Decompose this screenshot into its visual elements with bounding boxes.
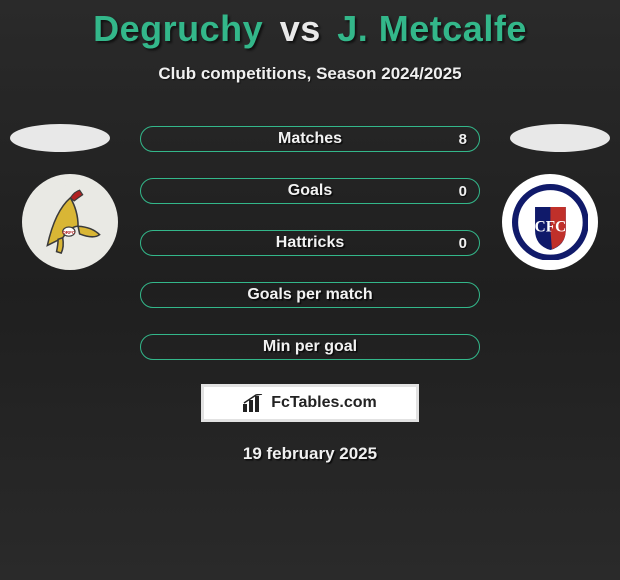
player1-placeholder-oval	[10, 124, 110, 152]
bars-icon	[243, 394, 265, 412]
svg-text:DRFC: DRFC	[62, 230, 75, 235]
watermark: FcTables.com	[201, 384, 419, 422]
stat-right-value: 8	[447, 131, 467, 148]
generated-date: 19 february 2025	[0, 444, 620, 464]
stat-right-value: 0	[447, 183, 467, 200]
stat-row-goals-per-match: Goals per match	[140, 282, 480, 308]
player1-club-badge: DRFC	[22, 174, 118, 270]
stat-label: Goals	[288, 182, 332, 200]
stat-row-matches: Matches 8	[140, 126, 480, 152]
stat-row-goals: Goals 0	[140, 178, 480, 204]
stat-label: Min per goal	[263, 338, 357, 356]
chesterfield-fc-crest-icon: CFC CHESTERFIELD FC	[512, 184, 589, 261]
watermark-text: FcTables.com	[271, 394, 377, 412]
stat-label: Matches	[278, 130, 342, 148]
stat-row-hattricks: Hattricks 0	[140, 230, 480, 256]
stat-row-min-per-goal: Min per goal	[140, 334, 480, 360]
stat-label: Hattricks	[276, 234, 344, 252]
stat-label: Goals per match	[247, 286, 372, 304]
svg-text:CFC: CFC	[534, 218, 566, 235]
title-vs: vs	[280, 8, 321, 49]
player2-name: J. Metcalfe	[337, 8, 527, 49]
comparison-title: Degruchy vs J. Metcalfe	[0, 0, 620, 50]
player2-placeholder-oval	[510, 124, 610, 152]
player1-name: Degruchy	[93, 8, 263, 49]
player2-club-badge: CFC CHESTERFIELD FC	[502, 174, 598, 270]
stat-right-value: 0	[447, 235, 467, 252]
doncaster-rovers-crest-icon: DRFC	[32, 184, 109, 261]
subtitle: Club competitions, Season 2024/2025	[0, 64, 620, 84]
